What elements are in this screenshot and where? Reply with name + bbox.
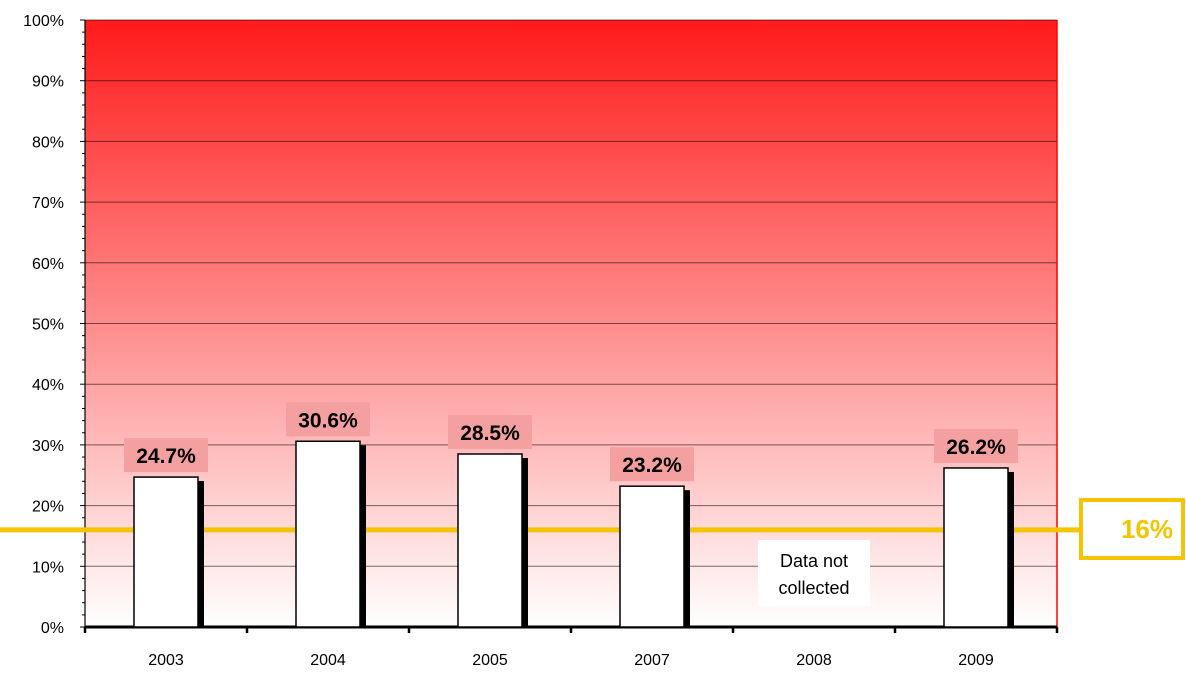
target-label: 16% [1121,514,1173,544]
y-tick-label: 50% [32,317,64,334]
bar [619,485,685,628]
bar [295,440,361,628]
missing-note-line1: Data not [780,551,848,571]
missing-note-box [758,540,870,606]
data-label: 26.2% [946,436,1006,459]
y-tick-label: 10% [32,559,64,576]
x-tick-label: 2009 [958,652,994,668]
bar [133,476,199,628]
bar-shadow [1008,471,1014,627]
y-tick-label: 0% [41,620,64,637]
x-tick-label: 2004 [310,652,346,668]
y-tick-label: 40% [32,377,64,394]
missing-note-line2: collected [778,578,849,598]
x-tick-label: 2005 [472,652,508,668]
bar-shadow [684,490,690,627]
data-label-box [286,402,370,437]
target-label-box [1079,498,1185,560]
y-tick-label: 20% [32,499,64,516]
bar-shadow [360,445,366,627]
data-label: 24.7% [136,445,196,468]
bar-shadow [198,481,204,627]
data-label: 28.5% [460,422,520,445]
data-label-box [610,447,694,482]
data-label-box [448,415,532,450]
data-label: 30.6% [298,409,358,432]
x-tick-label: 2003 [148,652,184,668]
y-tick-label: 70% [32,195,64,212]
y-tick-label: 90% [32,74,64,91]
bar [457,453,523,628]
data-label: 23.2% [622,454,682,477]
y-tick-label: 60% [32,256,64,273]
bar [943,467,1009,628]
data-label-box [934,428,1018,463]
y-tick-label: 30% [32,438,64,455]
data-label-box [124,438,208,473]
y-tick-label: 100% [23,13,64,30]
x-tick-label: 2007 [634,652,670,668]
x-tick-label: 2008 [796,652,832,668]
y-tick-label: 80% [32,134,64,151]
bar-shadow [522,458,528,627]
